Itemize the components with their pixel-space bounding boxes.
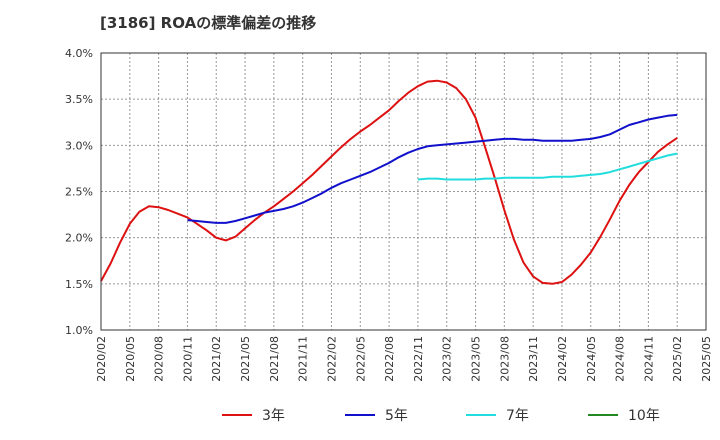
y-tick-label: 1.0%	[65, 324, 93, 337]
plot-area	[101, 53, 706, 330]
x-tick-label: 2021/08	[268, 336, 281, 382]
x-tick-label: 2021/05	[239, 336, 252, 382]
x-tick-label: 2020/11	[181, 336, 194, 382]
y-tick-label: 3.5%	[65, 93, 93, 106]
y-tick-label: 2.5%	[65, 186, 93, 199]
y-tick-label: 2.0%	[65, 232, 93, 245]
x-tick-label: 2021/02	[210, 336, 223, 382]
y-tick-label: 1.5%	[65, 278, 93, 291]
series-line-2	[417, 152, 678, 181]
legend-label: 5年	[385, 408, 408, 424]
legend-label: 10年	[628, 408, 660, 424]
plot-frame	[100, 52, 707, 331]
x-tick-label: 2023/02	[441, 336, 454, 382]
y-tick-label: 4.0%	[65, 47, 93, 60]
chart-title: [3186] ROAの標準偏差の推移	[100, 14, 317, 32]
x-tick-label: 2025/02	[671, 336, 684, 382]
y-tick-label: 3.0%	[65, 139, 93, 152]
x-tick-label: 2020/08	[153, 336, 166, 382]
series-line-0	[100, 79, 678, 285]
x-tick-label: 2023/05	[470, 336, 483, 382]
x-tick-label: 2021/11	[297, 336, 310, 382]
x-tick-label: 2022/05	[354, 336, 367, 382]
x-tick-label: 2025/05	[700, 336, 713, 382]
x-tick-label: 2024/02	[556, 336, 569, 382]
x-tick-label: 2020/02	[95, 336, 108, 382]
x-tick-label: 2024/05	[585, 336, 598, 382]
x-tick-label: 2022/08	[383, 336, 396, 382]
legend: 3年 5年 7年 10年	[222, 408, 660, 424]
grid-lines	[101, 53, 706, 330]
x-tick-label: 2022/11	[412, 336, 425, 382]
x-axis-ticks: 2020/02 2020/05 2020/08 2020/11 2021/02 2021/…	[95, 336, 713, 382]
x-tick-label: 2023/11	[527, 336, 540, 382]
legend-label: 7年	[506, 408, 529, 424]
x-tick-label: 2022/02	[325, 336, 338, 382]
x-tick-label: 2024/08	[614, 336, 627, 382]
x-tick-label: 2020/05	[124, 336, 137, 382]
x-tick-label: 2023/08	[498, 336, 511, 382]
series-lines	[100, 79, 678, 285]
y-axis-ticks: 4.0% 3.5% 3.0% 2.5% 2.0% 1.5% 1.0%	[65, 47, 93, 337]
x-tick-label: 2024/11	[642, 336, 655, 382]
series-line-1	[187, 113, 678, 224]
legend-label: 3年	[262, 408, 285, 424]
